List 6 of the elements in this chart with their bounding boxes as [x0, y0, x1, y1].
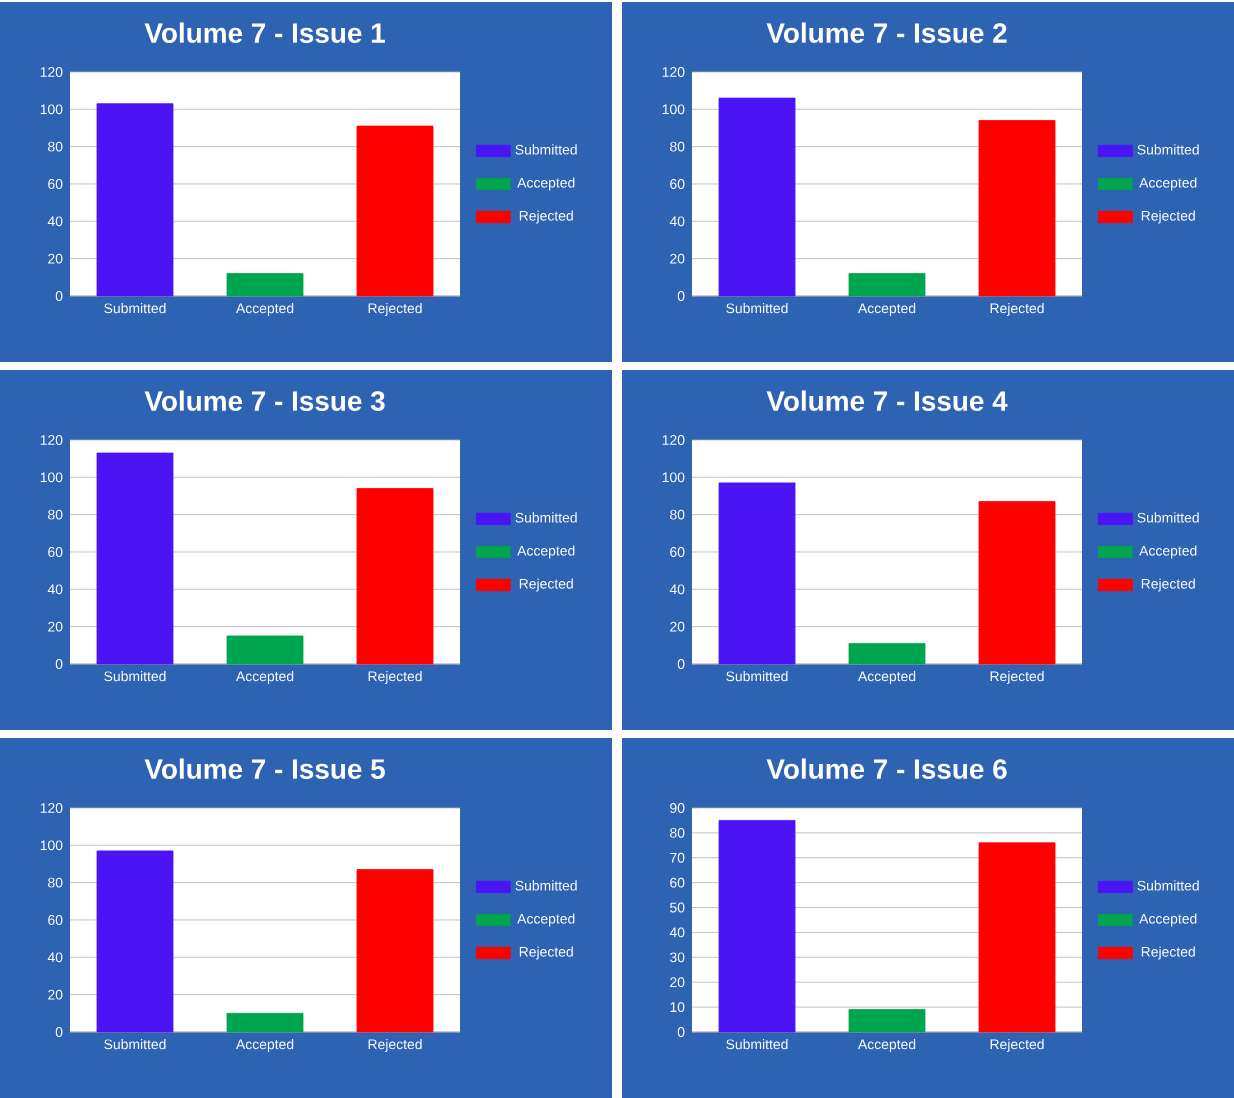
chart-title: Volume 7 - Issue 1 [144, 22, 385, 43]
chart-title: Volume 7 - Issue 5 [144, 758, 385, 779]
chart-title: Volume 7 - Issue 2 [766, 22, 1007, 43]
chart-title: Volume 7 - Issue 4 [766, 390, 1008, 411]
chart-title: Volume 7 - Issue 6 [766, 758, 1007, 779]
chart-title: Volume 7 - Issue 3 [144, 390, 385, 411]
